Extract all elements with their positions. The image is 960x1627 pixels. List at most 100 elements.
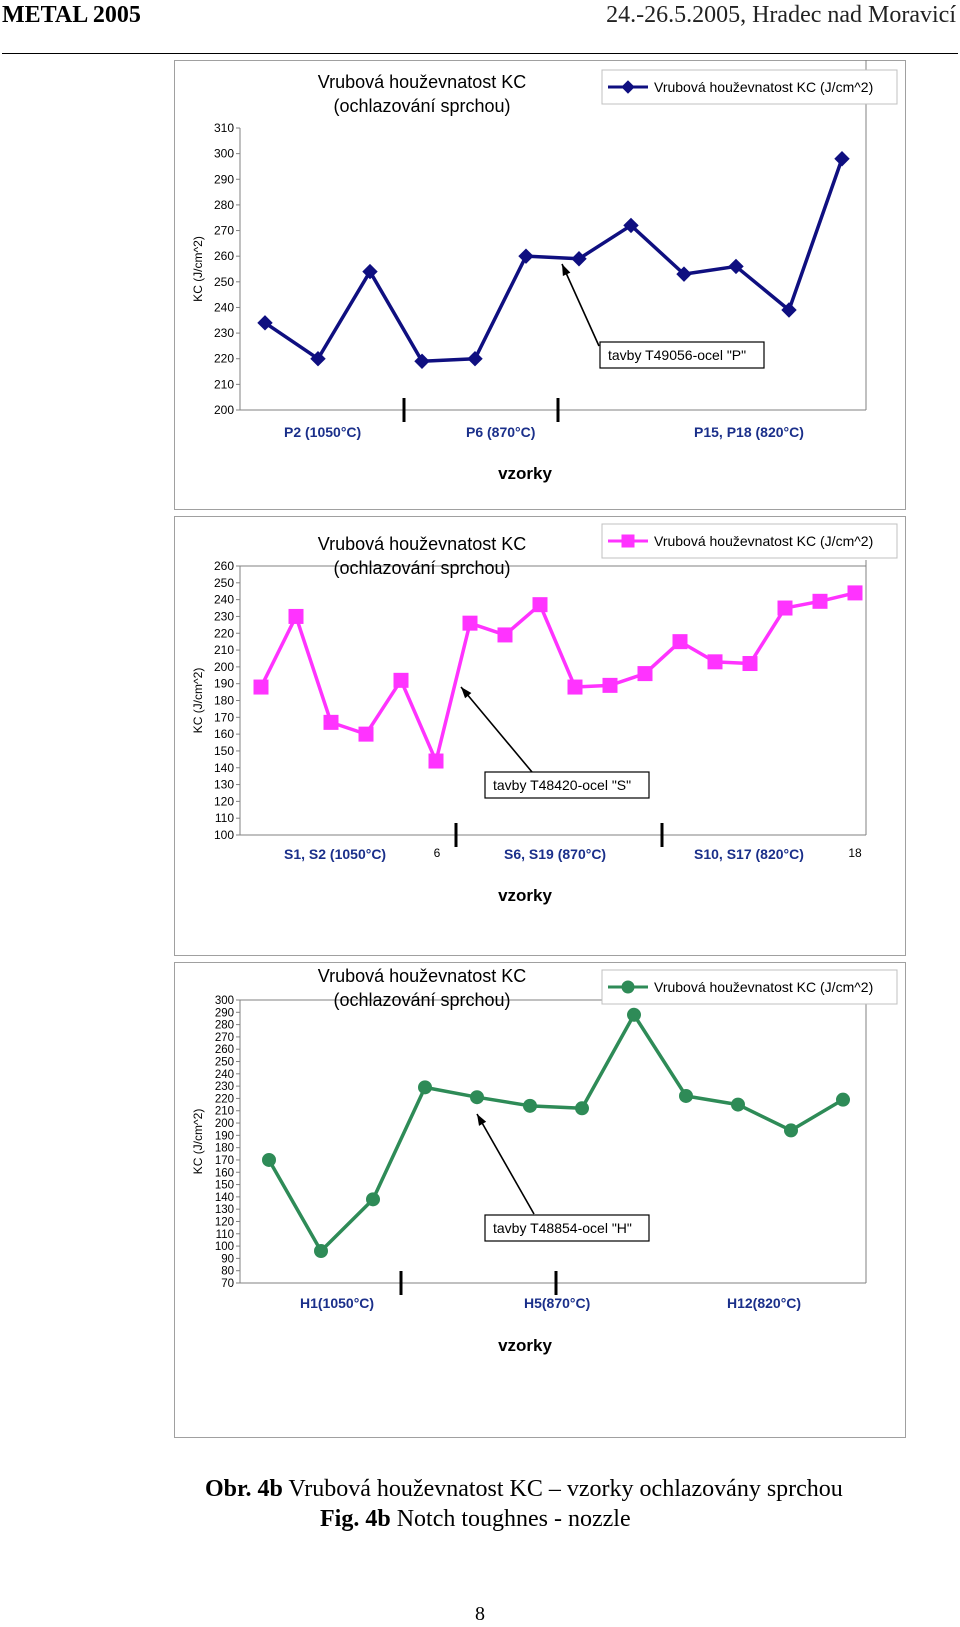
series-line [264, 158, 844, 364]
y-axis-label: KC (J/cm^2) [191, 668, 205, 734]
chart-frame [174, 60, 906, 510]
y-tick-label: 140 [215, 1192, 234, 1204]
y-tick-label: 290 [214, 172, 234, 186]
y-axis-label: KC (J/cm^2) [191, 1109, 205, 1175]
y-tick-label: 180 [215, 1143, 234, 1155]
y-tick-label: 230 [214, 326, 234, 340]
data-point [834, 151, 850, 167]
y-tick-label: 150 [214, 744, 234, 758]
y-tick-label: 300 [215, 995, 234, 1007]
data-point [414, 353, 430, 369]
data-point [781, 302, 797, 318]
y-tick-label: 240 [215, 1069, 234, 1081]
annotation-box [484, 1214, 650, 1242]
y-tick-label: 260 [214, 249, 234, 263]
group-label: P6 (870°C) [466, 424, 535, 440]
y-tick-label: 80 [221, 1266, 234, 1278]
y-tick-label: 120 [215, 1216, 234, 1228]
y-tick-label: 130 [214, 778, 234, 792]
y-tick-label: 130 [215, 1204, 234, 1216]
data-point [784, 1123, 798, 1138]
y-tick-label: 100 [214, 828, 234, 842]
data-point [523, 1098, 537, 1113]
data-point [358, 726, 374, 742]
y-tick-label: 290 [215, 1007, 234, 1019]
legend-marker [621, 980, 635, 994]
page-number: 8 [475, 1603, 485, 1625]
y-tick-label: 190 [214, 677, 234, 691]
data-point [707, 654, 723, 670]
chart-svg: 7080901001101201301401501601701801902002… [174, 962, 906, 1438]
y-tick-label: 200 [214, 660, 234, 674]
data-point [812, 593, 828, 609]
caption-czech-text: Vrubová houževnatost KC – vzorky ochlazo… [288, 1476, 843, 1502]
data-point [470, 1090, 484, 1105]
data-point [428, 753, 444, 769]
group-label: S6, S19 (870°C) [504, 846, 606, 862]
y-tick-label: 270 [214, 224, 234, 238]
legend-box [601, 523, 898, 559]
data-point [518, 248, 534, 264]
y-tick-label: 250 [214, 576, 234, 590]
legend-box [601, 969, 898, 1005]
data-point [627, 1007, 641, 1022]
header-rule [2, 53, 958, 54]
data-point [742, 656, 758, 672]
y-tick-label: 270 [215, 1032, 234, 1044]
annotation-box [599, 341, 765, 369]
annotation-arrow [476, 1113, 535, 1215]
data-point [362, 263, 378, 280]
y-tick-label: 170 [214, 710, 234, 724]
y-tick-label: 140 [214, 761, 234, 775]
caption-english-label: Fig. 4b [320, 1506, 391, 1532]
data-point [418, 1080, 432, 1095]
legend-marker [621, 80, 635, 94]
data-point [532, 597, 548, 613]
header-date-place: 24.-26.5.2005, Hradec nad Moravicí [606, 2, 956, 28]
annotation-text: tavby T48420-ocel "S" [493, 777, 631, 793]
data-point [288, 608, 304, 624]
group-label: H1(1050°C) [300, 1295, 374, 1311]
data-point [366, 1192, 380, 1207]
annotation-box [484, 771, 650, 799]
chart-steel-p: 200 210 220 230 240 250 260 270 280 290 300 310 KC (… [174, 60, 906, 510]
data-point [623, 217, 639, 234]
caption-czech-label: Obr. 4b [205, 1476, 283, 1502]
annotation-text: tavby T48854-ocel "H" [493, 1220, 632, 1236]
y-tick-label: 220 [215, 1093, 234, 1105]
x-axis-label: vzorky [498, 464, 552, 483]
chart-title-line2: (ochlazování sprchou) [333, 990, 510, 1010]
data-point [672, 634, 688, 650]
caption-english: Fig. 4b Notch toughnes - nozzle [320, 1506, 631, 1533]
data-point [637, 666, 653, 682]
y-tick-label: 210 [215, 1106, 234, 1118]
x-extra-tick-label: 18 [848, 846, 862, 860]
y-tick-label: 250 [215, 1057, 234, 1069]
data-point [262, 1152, 276, 1167]
group-label: S1, S2 (1050°C) [284, 846, 386, 862]
y-tick-label: 220 [214, 626, 234, 640]
y-tick-label: 240 [214, 593, 234, 607]
data-point [253, 679, 269, 695]
y-tick-label: 70 [221, 1278, 234, 1290]
y-tick-label: 190 [215, 1130, 234, 1142]
x-axis-label: vzorky [498, 886, 552, 905]
y-tick-label: 100 [215, 1241, 234, 1253]
legend-label: Vrubová houževnatost KC (J/cm^2) [654, 533, 873, 549]
annotation-arrowhead [477, 1114, 487, 1126]
data-point [777, 600, 793, 616]
y-tick-label: 110 [215, 811, 234, 825]
y-tick-label: 120 [214, 794, 234, 808]
group-label: H12(820°C) [727, 1295, 801, 1311]
data-point [602, 677, 618, 693]
chart-title-line1: Vrubová houževnatost KC [318, 966, 526, 986]
data-point [497, 627, 513, 643]
y-tick-label: 220 [214, 352, 234, 366]
annotation-text: tavby T49056-ocel "P" [608, 347, 746, 363]
data-point [310, 351, 326, 367]
header-conference: METAL 2005 [2, 2, 141, 28]
y-tick-label: 230 [214, 609, 234, 623]
chart-svg: 200 210 220 230 240 250 260 270 280 290 300 310 KC (… [174, 60, 906, 510]
legend-label: Vrubová houževnatost KC (J/cm^2) [654, 979, 873, 995]
data-point [571, 251, 587, 267]
